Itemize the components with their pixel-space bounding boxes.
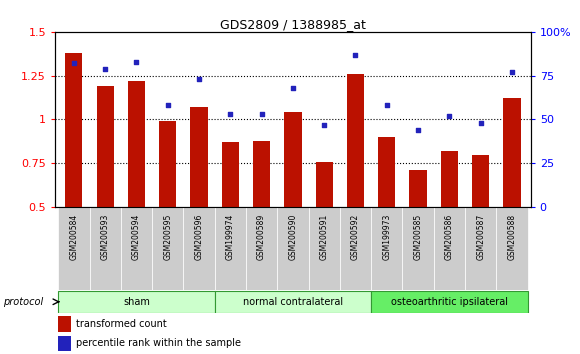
Text: GSM199974: GSM199974 (226, 214, 235, 260)
Bar (128, 81, 145, 207)
Text: GSM200586: GSM200586 (445, 214, 454, 260)
Text: sham: sham (123, 297, 150, 307)
Point (445, 113, 454, 119)
Bar (66, 53, 82, 207)
Bar (58, 291, 215, 313)
Bar (441, 151, 458, 207)
Point (163, 103, 172, 108)
Bar (309, 207, 340, 290)
Point (288, 85, 298, 91)
Bar (409, 170, 427, 207)
Text: GSM200591: GSM200591 (320, 214, 329, 260)
Point (194, 76, 204, 82)
Bar (284, 113, 302, 207)
Text: GSM200594: GSM200594 (132, 214, 141, 260)
Bar (89, 207, 121, 290)
Bar (253, 141, 270, 207)
Point (69, 61, 78, 66)
Text: transformed count: transformed count (76, 319, 166, 329)
Bar (58, 316, 71, 332)
Bar (378, 137, 396, 207)
Bar (316, 161, 333, 207)
Bar (58, 207, 89, 290)
Text: GSM200596: GSM200596 (194, 214, 204, 260)
Bar (403, 207, 434, 290)
Bar (434, 207, 465, 290)
Bar (503, 98, 520, 207)
Title: GDS2809 / 1388985_at: GDS2809 / 1388985_at (220, 18, 366, 31)
Bar (465, 207, 496, 290)
Text: GSM200589: GSM200589 (257, 214, 266, 260)
Bar (340, 207, 371, 290)
Point (100, 66, 110, 72)
Bar (152, 207, 183, 290)
Bar (222, 142, 239, 207)
Text: GSM200595: GSM200595 (163, 214, 172, 260)
Bar (121, 207, 152, 290)
Text: GSM199973: GSM199973 (382, 214, 392, 260)
Text: percentile rank within the sample: percentile rank within the sample (76, 338, 241, 348)
Text: GSM200588: GSM200588 (508, 214, 516, 260)
Text: normal contralateral: normal contralateral (243, 297, 343, 307)
Text: GSM200593: GSM200593 (101, 214, 110, 260)
Bar (58, 336, 71, 351)
Bar (371, 207, 403, 290)
Text: GSM200585: GSM200585 (414, 214, 423, 260)
Text: GSM200587: GSM200587 (476, 214, 485, 260)
Bar (371, 291, 528, 313)
Point (257, 112, 266, 117)
Bar (472, 154, 490, 207)
Text: osteoarthritic ipsilateral: osteoarthritic ipsilateral (391, 297, 508, 307)
Point (351, 52, 360, 57)
Bar (277, 207, 309, 290)
Point (414, 127, 423, 133)
Text: GSM200584: GSM200584 (70, 214, 78, 260)
Point (132, 59, 141, 64)
Bar (496, 207, 528, 290)
Bar (159, 121, 176, 207)
Point (382, 103, 392, 108)
Point (508, 69, 517, 75)
Bar (215, 291, 371, 313)
Bar (96, 86, 114, 207)
Point (476, 120, 485, 126)
Text: GSM200590: GSM200590 (288, 214, 298, 260)
Bar (215, 207, 246, 290)
Point (320, 122, 329, 127)
Text: GSM200592: GSM200592 (351, 214, 360, 260)
Point (226, 112, 235, 117)
Bar (183, 207, 215, 290)
Bar (347, 74, 364, 207)
Text: protocol: protocol (3, 297, 43, 307)
Bar (246, 207, 277, 290)
Bar (190, 107, 208, 207)
